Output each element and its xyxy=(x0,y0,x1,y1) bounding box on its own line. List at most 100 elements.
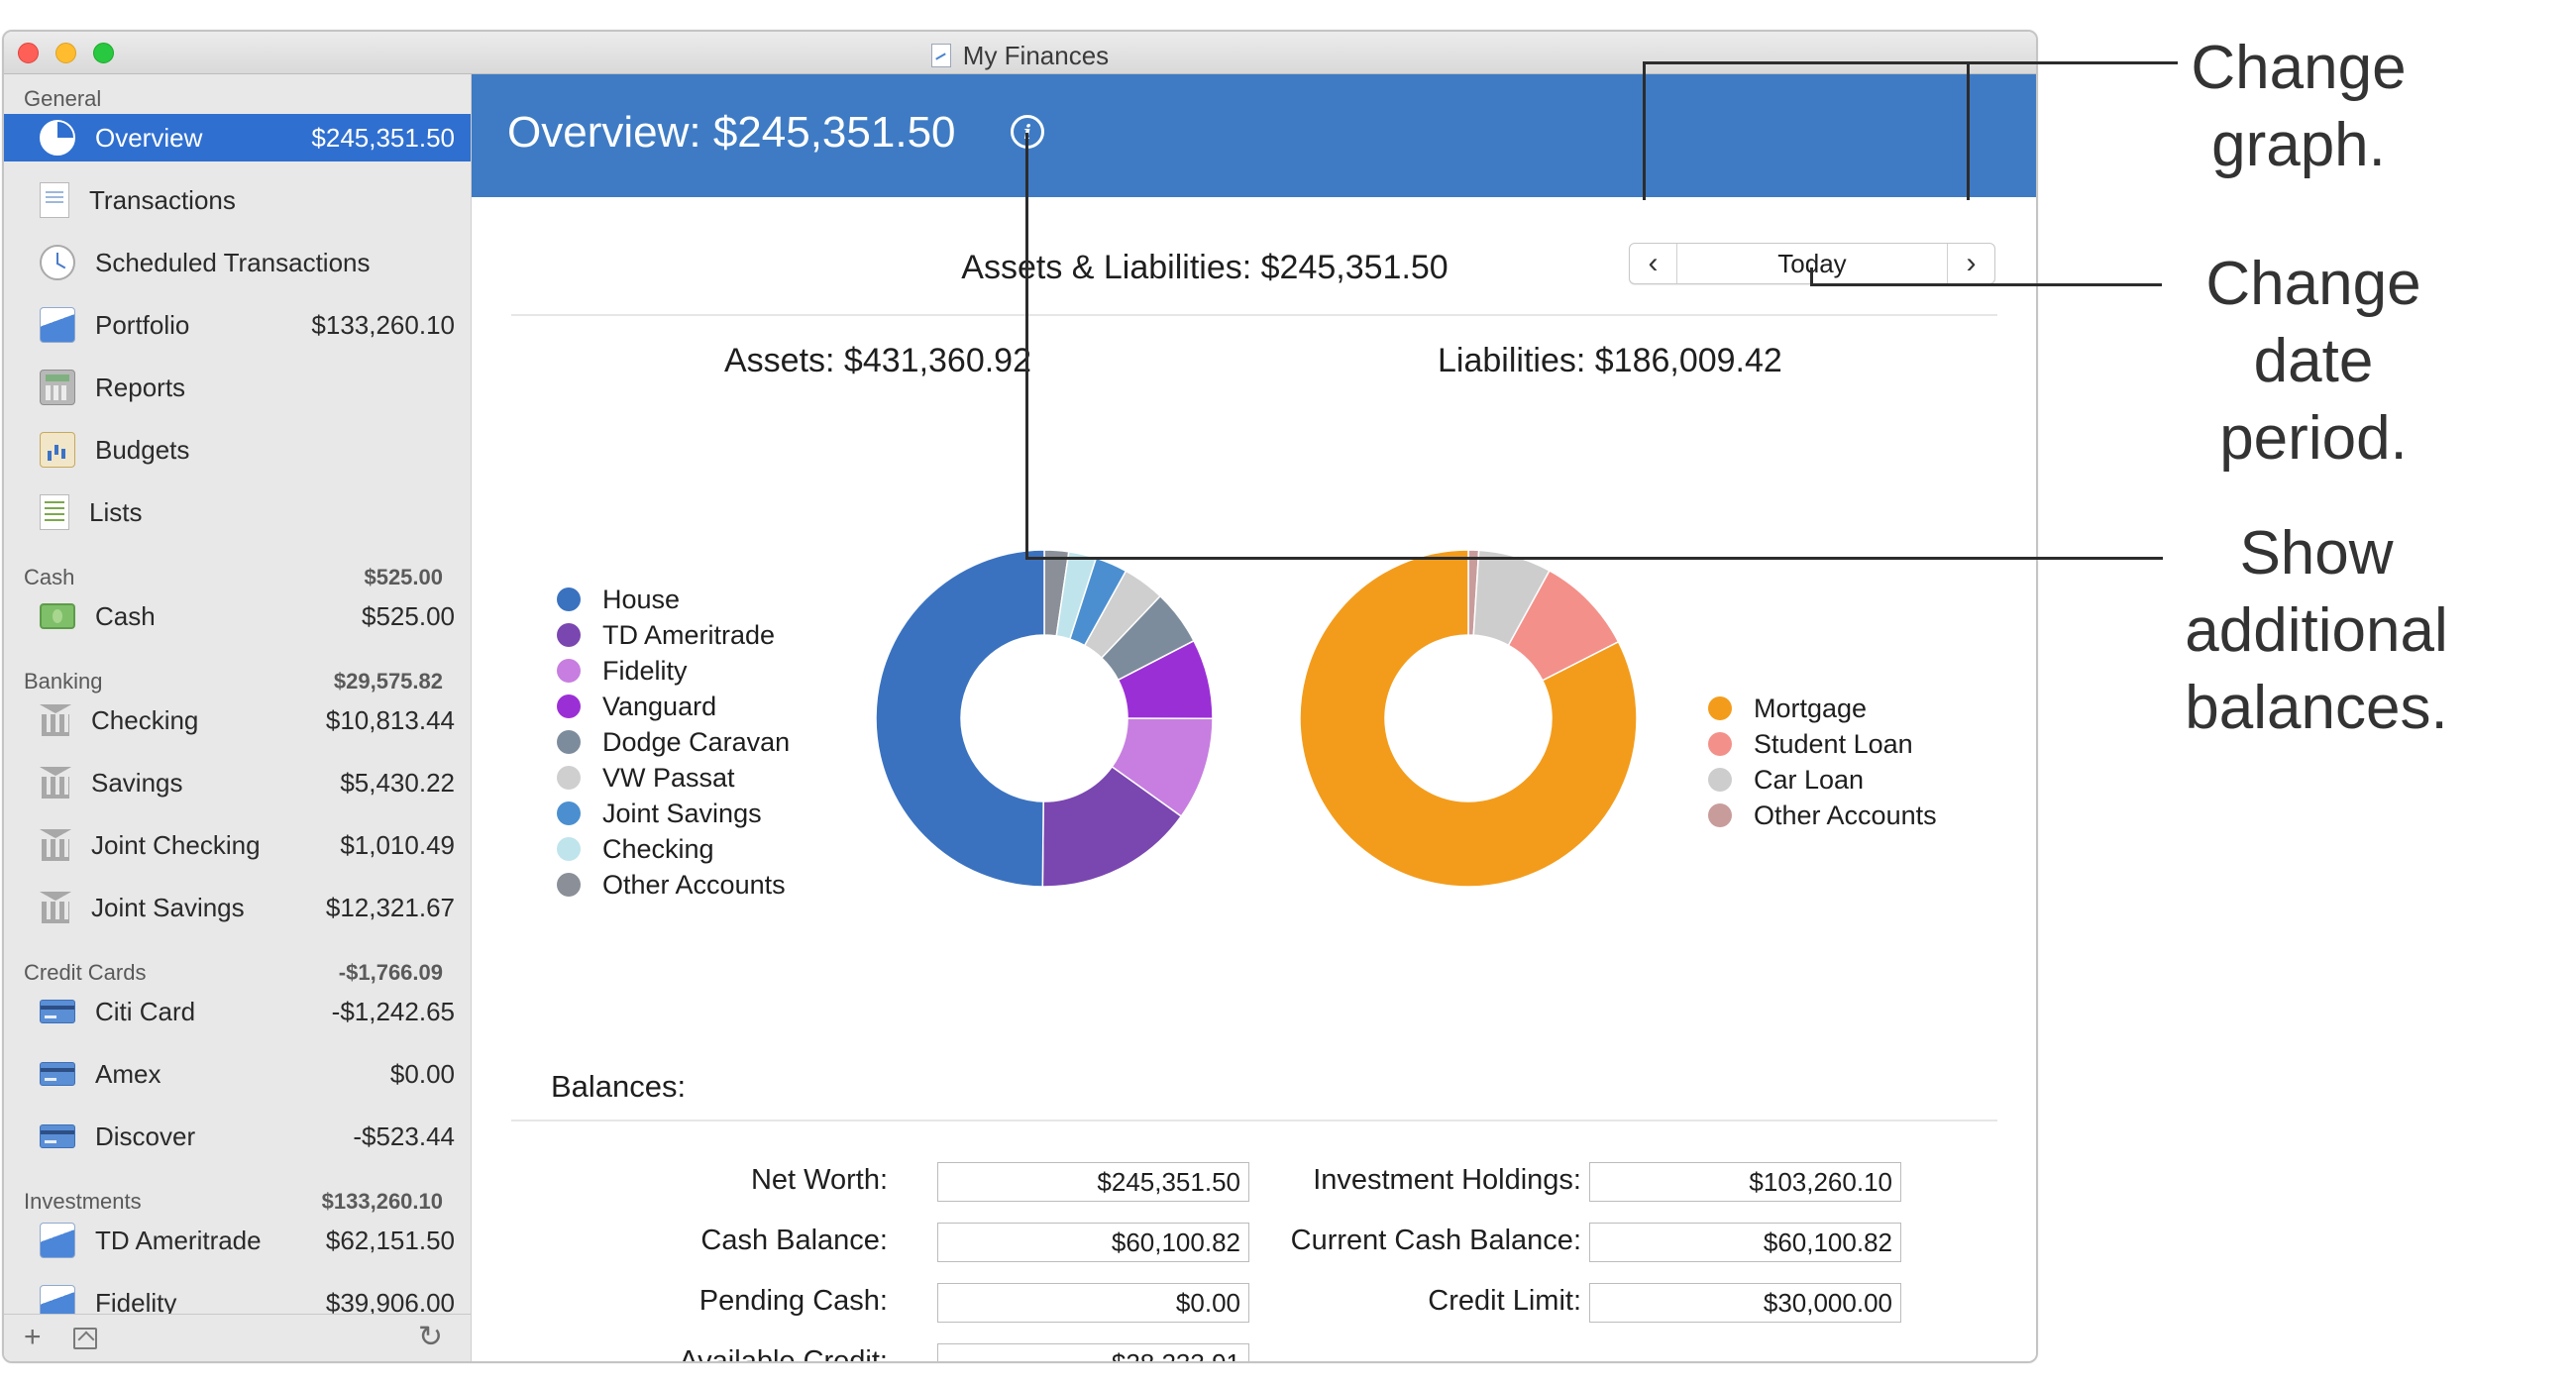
callout-line-text: Change xyxy=(2191,34,2407,102)
section-label: Cash xyxy=(24,565,75,589)
sidebar-item-label: TD Ameritrade xyxy=(95,1225,262,1255)
legend-item-fidelity: Fidelity xyxy=(557,653,790,689)
bank-icon xyxy=(40,892,71,923)
sidebar-item-label: Transactions xyxy=(89,184,236,215)
legend-swatch xyxy=(1708,803,1732,827)
sidebar-item-label: Checking xyxy=(91,704,199,735)
assets-title: Assets: $431,360.92 xyxy=(724,342,1032,379)
legend-item-td-ameritrade: TD Ameritrade xyxy=(557,617,790,653)
legend-item-other-accounts: Other Accounts xyxy=(1708,798,1937,833)
sidebar-item-amount: -$1,242.65 xyxy=(331,996,455,1026)
credit-card-icon xyxy=(40,1062,75,1086)
section-total: $525.00 xyxy=(364,565,443,589)
sidebar-item-reports[interactable]: Reports xyxy=(4,364,471,411)
sidebar-item-overview[interactable]: Overview $245,351.50 xyxy=(4,114,471,161)
legend-label: VW Passat xyxy=(602,762,735,793)
legend-swatch xyxy=(557,873,581,897)
balance-field-credit-limit[interactable]: $30,000.00 xyxy=(1589,1283,1901,1323)
previous-period-button[interactable]: ‹ xyxy=(1630,244,1677,283)
credit-card-icon xyxy=(40,1124,75,1148)
balance-label-net-worth: Net Worth: xyxy=(750,1164,888,1196)
sidebar-item-budgets[interactable]: Budgets xyxy=(4,426,471,474)
balance-field-net-worth[interactable]: $245,351.50 xyxy=(937,1162,1249,1202)
sidebar-item-amount: $10,813.44 xyxy=(325,704,455,735)
legend-swatch xyxy=(557,659,581,683)
sidebar-item-transactions[interactable]: Transactions xyxy=(4,176,471,224)
legend-swatch xyxy=(557,837,581,861)
sidebar-item-discover[interactable]: Discover -$523.44 xyxy=(4,1113,471,1160)
assets-slice-house[interactable] xyxy=(876,550,1045,887)
balance-field-investment-holdings[interactable]: $103,260.10 xyxy=(1589,1162,1901,1202)
sidebar-item-amount: $133,260.10 xyxy=(311,309,455,340)
collapse-icon[interactable] xyxy=(73,1328,97,1349)
legend-label: Vanguard xyxy=(602,691,717,721)
balance-field-cash-balance[interactable]: $60,100.82 xyxy=(937,1223,1249,1262)
legend-item-mortgage: Mortgage xyxy=(1708,691,1937,726)
sidebar-item-joint-savings[interactable]: Joint Savings $12,321.67 xyxy=(4,884,471,931)
section-label: General xyxy=(24,86,102,111)
refresh-button[interactable]: ↻ xyxy=(417,1321,443,1353)
legend-item-joint-savings: Joint Savings xyxy=(557,796,790,831)
credit-card-icon xyxy=(40,1000,75,1023)
sidebar-section-banking: Banking $29,575.82 xyxy=(24,669,443,694)
assets-slice-td-ameritrade[interactable] xyxy=(1041,765,1183,887)
sidebar-item-label: Amex xyxy=(95,1058,161,1089)
bar-chart-icon xyxy=(40,432,75,468)
sidebar-item-citi-card[interactable]: Citi Card -$1,242.65 xyxy=(4,988,471,1035)
legend-swatch xyxy=(557,694,581,718)
divider xyxy=(511,1120,1997,1121)
sidebar-item-portfolio[interactable]: Portfolio $133,260.10 xyxy=(4,301,471,349)
sidebar-item-scheduled-transactions[interactable]: Scheduled Transactions xyxy=(4,239,471,286)
sidebar-item-amount: $12,321.67 xyxy=(325,892,455,922)
clock-icon xyxy=(40,245,75,280)
sidebar-item-fidelity[interactable]: Fidelity $39,906.00 xyxy=(4,1279,471,1327)
balance-label-credit-limit: Credit Limit: xyxy=(1428,1285,1581,1317)
balance-label-cash-balance: Cash Balance: xyxy=(700,1225,888,1256)
legend-label: Mortgage xyxy=(1754,693,1868,723)
add-account-button[interactable]: + xyxy=(24,1321,42,1353)
liabilities-legend: Mortgage Student Loan Car Loan Other Accoun… xyxy=(1708,691,1937,833)
minimize-window-button[interactable] xyxy=(55,43,76,63)
sidebar: General Overview $245,351.50 Transactions Sc… xyxy=(4,74,472,1361)
section-total: -$1,766.09 xyxy=(338,960,443,985)
sidebar-item-td-ameritrade[interactable]: TD Ameritrade $62,151.50 xyxy=(4,1217,471,1264)
liabilities-donut-chart[interactable] xyxy=(1300,550,1637,887)
legend-item-student-loan: Student Loan xyxy=(1708,726,1937,762)
sidebar-footer: + ↻ xyxy=(4,1314,471,1361)
legend-swatch xyxy=(557,801,581,825)
sidebar-item-label: Citi Card xyxy=(95,996,196,1026)
legend-label: Joint Savings xyxy=(602,798,762,828)
sidebar-item-amount: $62,151.50 xyxy=(325,1225,455,1255)
sidebar-item-label: Scheduled Transactions xyxy=(95,247,371,277)
sidebar-section-general: General xyxy=(24,86,443,112)
bank-icon xyxy=(40,704,71,736)
sidebar-item-amount: $1,010.49 xyxy=(340,829,455,860)
sidebar-section-investments: Investments $133,260.10 xyxy=(24,1189,443,1215)
title-bar: My Finances xyxy=(4,32,2036,74)
assets-slice-vanguard[interactable] xyxy=(1117,639,1213,720)
legend-label: House xyxy=(602,584,681,614)
liabilities-slice-mortgage[interactable] xyxy=(1300,550,1637,887)
callout-line xyxy=(1810,267,1813,285)
sidebar-item-lists[interactable]: Lists xyxy=(4,488,471,536)
sidebar-item-joint-checking[interactable]: Joint Checking $1,010.49 xyxy=(4,821,471,869)
legend-label: Dodge Caravan xyxy=(602,726,791,757)
window-title-area: My Finances xyxy=(4,41,2036,71)
balance-label-available-credit: Available Credit: xyxy=(679,1345,888,1363)
sidebar-item-amex[interactable]: Amex $0.00 xyxy=(4,1050,471,1098)
sidebar-item-checking[interactable]: Checking $10,813.44 xyxy=(4,696,471,744)
balance-field-available-credit[interactable]: $28,233.91 xyxy=(937,1343,1249,1361)
next-period-button[interactable]: › xyxy=(1947,244,1994,283)
sidebar-item-savings[interactable]: Savings $5,430.22 xyxy=(4,759,471,806)
sidebar-item-cash[interactable]: Cash $525.00 xyxy=(4,592,471,640)
overview-header: Overview: $245,351.50 i xyxy=(472,74,2036,197)
balance-field-pending-cash[interactable]: $0.00 xyxy=(937,1283,1249,1323)
callout-line-text: graph. xyxy=(2211,111,2386,179)
close-window-button[interactable] xyxy=(18,43,39,63)
balance-field-current-cash-balance[interactable]: $60,100.82 xyxy=(1589,1223,1901,1262)
zoom-window-button[interactable] xyxy=(93,43,114,63)
sidebar-item-label: Reports xyxy=(95,372,186,402)
callout-line-text: Change xyxy=(2205,250,2421,318)
assets-donut-chart[interactable] xyxy=(876,550,1213,887)
legend-item-car-loan: Car Loan xyxy=(1708,762,1937,798)
